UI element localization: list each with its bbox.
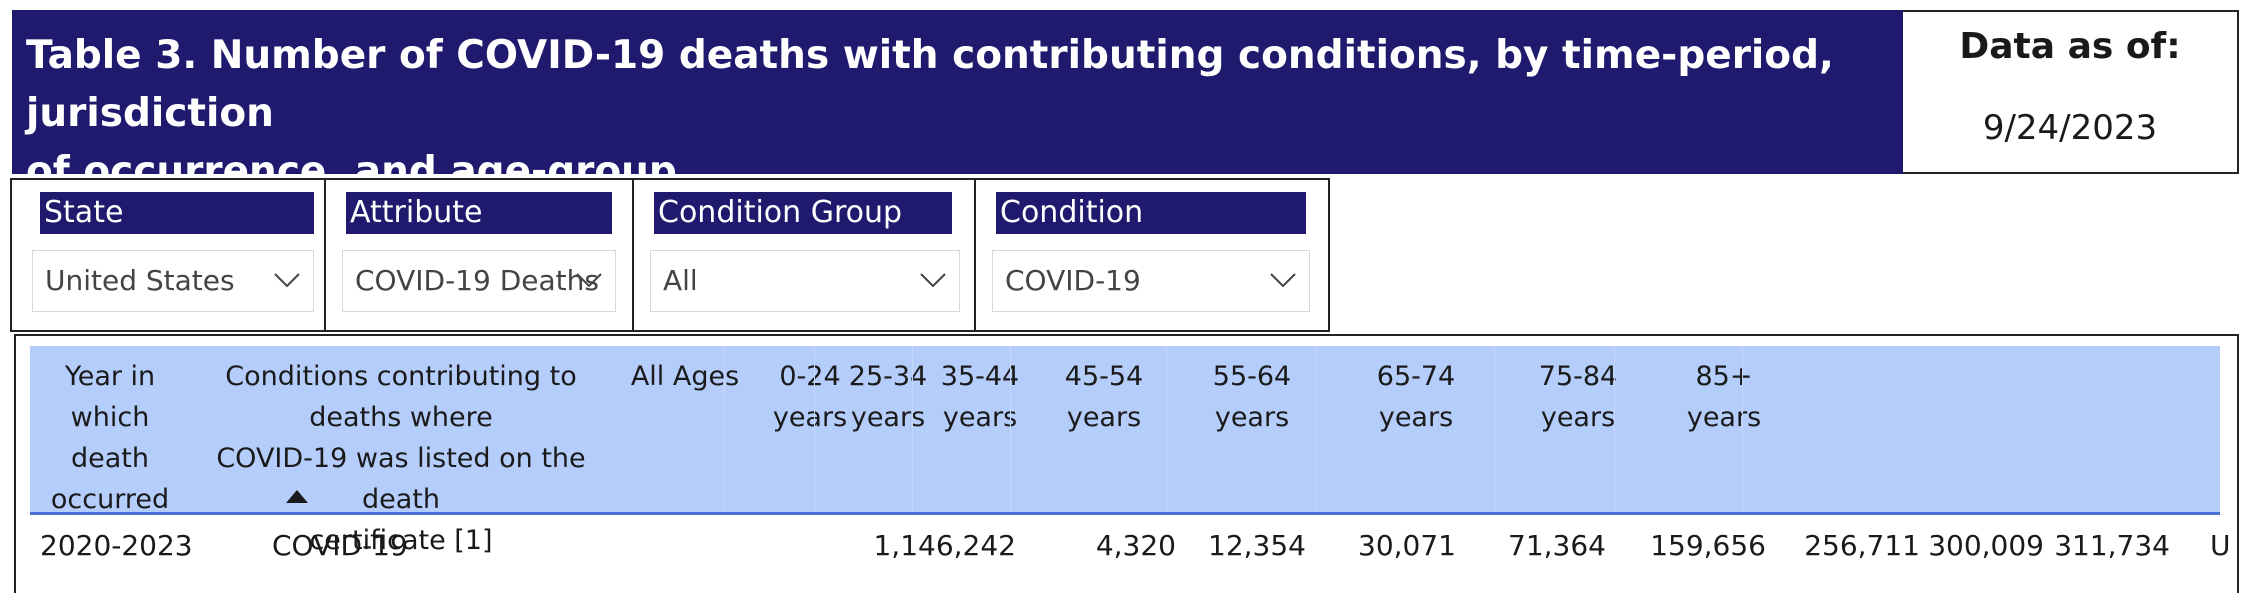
condition-group-slicer-header: Condition Group: [654, 192, 952, 234]
data-as-of-value: 9/24/2023: [1982, 108, 2158, 148]
deaths-table: Year in which death occurred Conditions …: [14, 334, 2239, 593]
report-title-line-1: Table 3. Number of COVID-19 deaths with …: [26, 33, 1834, 136]
column-header-conditions[interactable]: Conditions contributing to deaths where …: [216, 361, 586, 556]
column-divider: [1742, 346, 1743, 512]
row-45-54-cell: 71,364: [1508, 529, 1606, 562]
column-divider: [1166, 346, 1167, 512]
column-header-0-24[interactable]: 0-24 years: [772, 361, 848, 433]
column-divider: [1614, 346, 1615, 512]
condition-slicer: Condition COVID-19: [974, 178, 1330, 332]
row-trailing-cell: U: [2210, 529, 2231, 562]
condition-group-slicer: Condition Group All: [632, 178, 976, 332]
condition-slicer-header: Condition: [996, 192, 1306, 234]
data-as-of-label: Data as of:: [1959, 26, 2181, 67]
chevron-down-icon: [576, 273, 602, 288]
row-year-cell: 2020-2023: [40, 529, 193, 562]
column-header-45-54[interactable]: 45-54 years: [1064, 361, 1144, 433]
sort-ascending-icon[interactable]: [286, 490, 308, 503]
row-85-plus-cell: 311,734: [2054, 529, 2170, 562]
state-dropdown[interactable]: United States: [32, 250, 314, 312]
column-header-85-plus[interactable]: 85+ years: [1686, 361, 1762, 433]
row-condition-cell: COVID-19: [272, 529, 408, 562]
row-55-64-cell: 159,656: [1650, 529, 1766, 562]
row-all-ages-cell: 1,146,242: [873, 529, 1016, 562]
row-75-84-cell: 300,009: [1928, 529, 2044, 562]
row-25-34-cell: 12,354: [1208, 529, 1306, 562]
column-header-year[interactable]: Year in which death occurred: [50, 361, 170, 515]
state-slicer-header: State: [40, 192, 314, 234]
column-divider: [724, 346, 725, 512]
column-divider: [1010, 346, 1011, 512]
report-title: Table 3. Number of COVID-19 deaths with …: [12, 10, 1903, 194]
column-divider: [814, 346, 815, 512]
state-slicer: State United States: [10, 178, 326, 332]
column-header-35-44[interactable]: 35-44 years: [940, 361, 1020, 433]
column-header-55-64[interactable]: 55-64 years: [1212, 361, 1292, 433]
row-35-44-cell: 30,071: [1358, 529, 1456, 562]
data-as-of-card: Data as of: 9/24/2023: [1903, 10, 2239, 174]
column-header-75-84[interactable]: 75-84 years: [1538, 361, 1618, 433]
condition-group-dropdown[interactable]: All: [650, 250, 960, 312]
chevron-down-icon: [1270, 273, 1296, 288]
column-divider: [1494, 346, 1495, 512]
condition-group-dropdown-value: All: [663, 264, 698, 297]
chevron-down-icon: [274, 273, 300, 288]
condition-dropdown[interactable]: COVID-19: [992, 250, 1310, 312]
attribute-dropdown[interactable]: COVID-19 Deaths: [342, 250, 616, 312]
column-header-all-ages[interactable]: All Ages: [630, 361, 740, 392]
column-divider: [912, 346, 913, 512]
chevron-down-icon: [920, 273, 946, 288]
attribute-dropdown-value: COVID-19 Deaths: [355, 264, 599, 297]
row-0-24-cell: 4,320: [1095, 529, 1176, 562]
column-header-65-74[interactable]: 65-74 years: [1376, 361, 1456, 433]
attribute-slicer: Attribute COVID-19 Deaths: [324, 178, 634, 332]
attribute-slicer-header: Attribute: [346, 192, 612, 234]
table-header-row: Year in which death occurred Conditions …: [30, 346, 2220, 556]
row-65-74-cell: 256,711: [1804, 529, 1920, 562]
column-divider: [1316, 346, 1317, 512]
state-dropdown-value: United States: [45, 264, 235, 297]
condition-dropdown-value: COVID-19: [1005, 264, 1141, 297]
